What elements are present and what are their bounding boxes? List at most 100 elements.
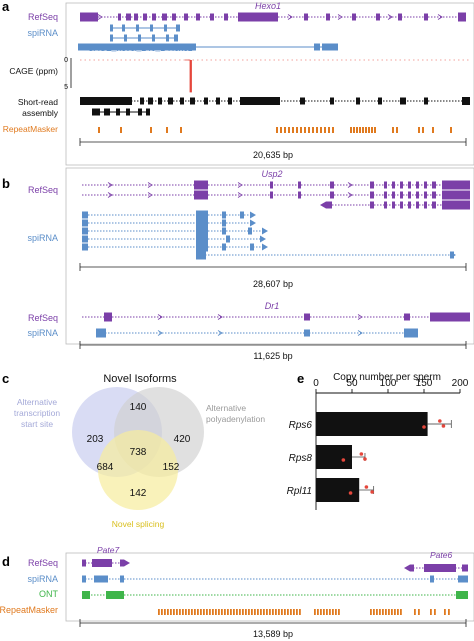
data-point <box>341 458 346 462</box>
exon <box>240 97 280 105</box>
panel-letter-c: c <box>2 371 9 386</box>
exon <box>424 191 427 199</box>
exon <box>384 201 387 209</box>
repeat-element <box>179 609 181 615</box>
repeat-element <box>272 609 274 615</box>
exon <box>458 575 468 583</box>
repeat-element <box>224 609 226 615</box>
repeat-element <box>218 609 220 615</box>
bar <box>316 412 428 436</box>
exon <box>104 108 110 116</box>
transcript <box>196 250 456 260</box>
exon <box>462 564 468 572</box>
panel-letter-e: e <box>297 371 304 386</box>
repeat-element <box>170 609 172 615</box>
x-tick-label: 100 <box>380 378 397 389</box>
transcript <box>82 312 470 322</box>
exon <box>146 108 150 116</box>
repeat-element <box>284 127 286 133</box>
strand-arrow <box>347 192 353 198</box>
exon <box>82 227 88 235</box>
exon <box>424 564 456 572</box>
track-label-short-read-1: Short-read <box>18 97 58 107</box>
exon <box>118 13 121 21</box>
repeat-element <box>396 127 398 133</box>
exon <box>410 564 414 572</box>
transcript <box>82 210 256 220</box>
exon <box>392 181 395 189</box>
exon <box>104 312 112 322</box>
end-arrow <box>450 251 456 259</box>
gene-name-hexo1: Hexo1 <box>255 1 281 11</box>
exon <box>82 559 86 567</box>
strand-arrow <box>107 192 113 198</box>
exon <box>196 234 208 244</box>
repeat-element <box>335 609 337 615</box>
exon <box>164 24 167 32</box>
repeat-element <box>266 609 268 615</box>
strand-arrow <box>357 330 363 336</box>
exon <box>120 559 124 567</box>
exon <box>304 329 310 337</box>
exon <box>416 181 419 189</box>
repeat-element <box>332 127 334 133</box>
scale-label-d: 13,589 bp <box>253 629 293 639</box>
exon <box>330 181 334 189</box>
repeat-element <box>251 609 253 615</box>
repeat-element <box>448 609 450 615</box>
refseq-track-usp2 <box>82 180 470 210</box>
exon <box>298 191 301 199</box>
strand-arrow <box>157 314 163 320</box>
panel-e: e Copy number per sperm 0 50 100 150 200 Rps6… <box>287 371 469 510</box>
repeat-element <box>197 609 199 615</box>
exon <box>314 43 320 51</box>
short-read-assembly-track <box>80 97 470 116</box>
panel-b-frame <box>65 167 474 345</box>
exon <box>82 219 88 227</box>
end-arrow <box>250 211 256 219</box>
exon <box>196 13 200 21</box>
exon <box>136 24 139 32</box>
repeat-element <box>382 609 384 615</box>
repeat-element <box>365 127 367 133</box>
repeat-element <box>400 609 402 615</box>
exon <box>408 181 411 189</box>
exon <box>416 201 419 209</box>
data-point <box>363 457 367 461</box>
exon <box>82 211 88 219</box>
repeat-element <box>356 127 358 133</box>
exon <box>424 201 427 209</box>
exon <box>210 13 214 21</box>
exon <box>166 34 169 42</box>
exon <box>408 191 411 199</box>
strand-arrow <box>147 182 153 188</box>
transcript <box>404 564 468 572</box>
spirna-track-hexo1 <box>110 24 180 42</box>
spirna-track-dr1 <box>96 328 418 338</box>
exon <box>138 108 142 116</box>
exon <box>408 201 411 209</box>
refseq-track-dr1 <box>82 312 470 322</box>
exon <box>270 181 273 189</box>
transcript <box>82 559 130 567</box>
repeat-element <box>278 609 280 615</box>
gene-name-pate7: Pate7 <box>97 545 119 555</box>
exon <box>442 200 470 210</box>
exon <box>370 191 374 199</box>
exon <box>270 191 273 199</box>
exon <box>392 201 395 209</box>
track-label-refseq-b: RefSeq <box>28 185 58 195</box>
exon <box>172 13 176 21</box>
strand-arrow <box>287 14 293 20</box>
spirna-track-pate <box>82 575 468 583</box>
exon <box>122 24 125 32</box>
repeat-element <box>194 609 196 615</box>
venn-set-polya-line1: Alternative <box>206 403 246 413</box>
exon <box>458 12 466 22</box>
repeat-element <box>227 609 229 615</box>
track-label-refseq-b2: RefSeq <box>28 313 58 323</box>
repeat-element <box>288 127 290 133</box>
repeat-element <box>200 609 202 615</box>
track-label-spirna-b: spiRNA <box>27 233 58 243</box>
